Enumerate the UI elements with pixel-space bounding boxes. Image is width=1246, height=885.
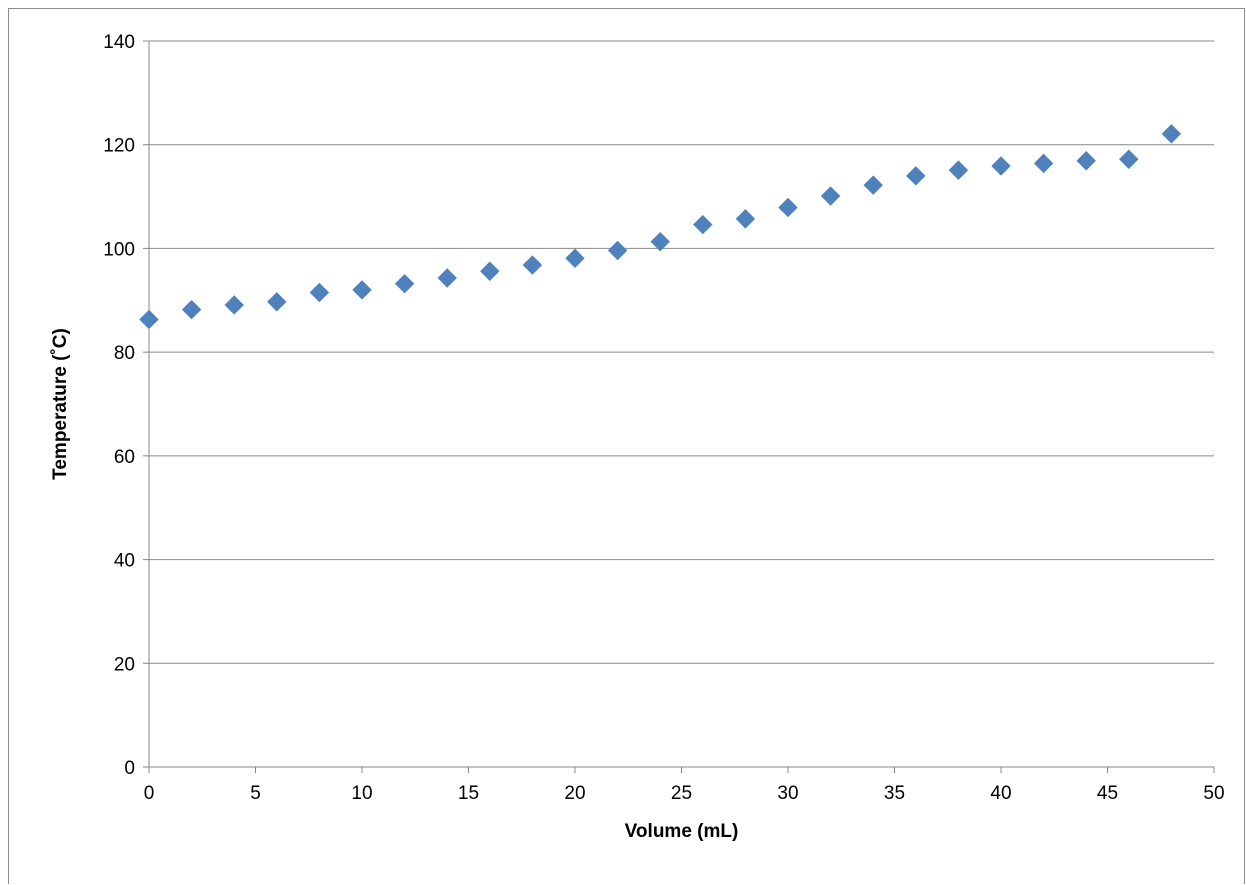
data-point-0-12: [650, 231, 670, 252]
data-point-0-9: [522, 255, 543, 275]
x-tick-label-20: 20: [564, 783, 585, 804]
data-point-0-16: [820, 186, 841, 206]
tick-labels: 0 20 40 60 80 100 120 140 0 5 10 15 20 25 30 35 40 45 50: [103, 32, 1224, 804]
data-point-0-23: [1119, 149, 1139, 169]
data-point-0-10: [565, 248, 585, 268]
data-point-0-1: [181, 299, 202, 320]
x-tick-label-35: 35: [884, 783, 905, 804]
x-tick-label-45: 45: [1097, 783, 1118, 804]
data-point-0-8: [480, 261, 500, 281]
y-tick-label-80: 80: [114, 343, 135, 364]
data-point-0-7: [437, 268, 457, 288]
x-tick-label-50: 50: [1203, 783, 1224, 804]
data-point-0-21: [1033, 153, 1054, 174]
x-tick-label-0: 0: [144, 783, 155, 804]
data-point-0-18: [906, 166, 926, 186]
gridlines: [149, 40, 1214, 664]
x-tick-label-5: 5: [250, 783, 261, 804]
data-point-0-3: [267, 292, 287, 312]
data-point-0-0: [139, 309, 159, 330]
x-axis-title: Volume (mL): [625, 821, 739, 842]
y-axis-title: Temperature (˚C): [50, 328, 71, 480]
data-point-0-6: [394, 273, 415, 294]
axes: [143, 40, 1215, 773]
y-tick-label-0: 0: [124, 758, 135, 779]
x-tick-label-15: 15: [458, 783, 479, 804]
data-point-0-13: [693, 214, 713, 235]
y-tick-label-120: 120: [103, 136, 135, 157]
data-point-0-4: [309, 282, 330, 303]
data-point-0-19: [948, 160, 969, 180]
y-tick-label-40: 40: [114, 551, 135, 572]
data-point-0-2: [224, 295, 244, 315]
data-points: [139, 124, 1182, 330]
data-point-0-5: [352, 280, 372, 300]
data-point-0-24: [1161, 124, 1182, 144]
chart-frame: 0 20 40 60 80 100 120 140 0 5 10 15 20 25 30 35 40 45 50 V…: [8, 8, 1245, 884]
x-tick-label-25: 25: [671, 783, 692, 804]
data-point-0-20: [991, 156, 1011, 176]
x-tick-label-30: 30: [777, 783, 798, 804]
x-tick-label-10: 10: [351, 783, 372, 804]
data-point-0-17: [863, 175, 883, 195]
y-tick-label-140: 140: [103, 32, 135, 53]
scatter-chart: 0 20 40 60 80 100 120 140 0 5 10 15 20 25 30 35 40 45 50 V…: [50, 32, 1225, 842]
data-point-0-22: [1076, 151, 1096, 171]
y-tick-label-20: 20: [114, 654, 135, 675]
data-point-0-14: [735, 209, 756, 229]
y-tick-label-100: 100: [103, 239, 135, 260]
x-tick-label-40: 40: [990, 783, 1011, 804]
y-tick-label-60: 60: [114, 447, 135, 468]
data-point-0-11: [607, 240, 628, 261]
data-point-0-15: [778, 197, 798, 218]
